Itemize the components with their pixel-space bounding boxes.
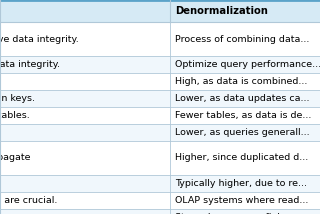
Bar bbox=[0, 141, 320, 175]
Text: Complexity due to use of foreign keys.: Complexity due to use of foreign keys. bbox=[0, 94, 35, 103]
Bar bbox=[0, 192, 320, 209]
Bar bbox=[0, 124, 320, 141]
Text: Queries span multiple smaller tables.: Queries span multiple smaller tables. bbox=[0, 111, 30, 120]
Text: Denormalization: Denormalization bbox=[175, 6, 268, 16]
Text: Typically higher, due to re...: Typically higher, due to re... bbox=[175, 179, 307, 188]
Bar bbox=[0, 56, 320, 73]
Bar bbox=[0, 0, 320, 22]
Text: Process of combining data...: Process of combining data... bbox=[175, 34, 309, 43]
Bar bbox=[0, 73, 320, 90]
Bar bbox=[0, 107, 320, 124]
Text: Higher, since duplicated d...: Higher, since duplicated d... bbox=[175, 153, 308, 162]
Bar bbox=[0, 90, 320, 107]
Text: Lower, as queries generall...: Lower, as queries generall... bbox=[175, 128, 310, 137]
Text: Reduce redundancy and improve data integrity.: Reduce redundancy and improve data integ… bbox=[0, 34, 79, 43]
Text: High, as data is combined...: High, as data is combined... bbox=[175, 77, 308, 86]
Bar bbox=[0, 175, 320, 192]
Text: Minimize redundancy. Ensure data integrity.: Minimize redundancy. Ensure data integri… bbox=[0, 60, 60, 69]
Text: OLTP, where write performance are crucial.: OLTP, where write performance are crucia… bbox=[0, 196, 57, 205]
Text: Data changes in one place propagate: Data changes in one place propagate bbox=[0, 153, 30, 162]
Text: OLAP systems where read...: OLAP systems where read... bbox=[175, 196, 308, 205]
Text: Optimize query performance...: Optimize query performance... bbox=[175, 60, 320, 69]
Text: Star schema, snowflake sc...: Star schema, snowflake sc... bbox=[175, 213, 310, 214]
Text: Lower, as data updates ca...: Lower, as data updates ca... bbox=[175, 94, 309, 103]
Bar bbox=[0, 22, 320, 56]
Text: Fewer tables, as data is de...: Fewer tables, as data is de... bbox=[175, 111, 311, 120]
Bar bbox=[0, 209, 320, 214]
